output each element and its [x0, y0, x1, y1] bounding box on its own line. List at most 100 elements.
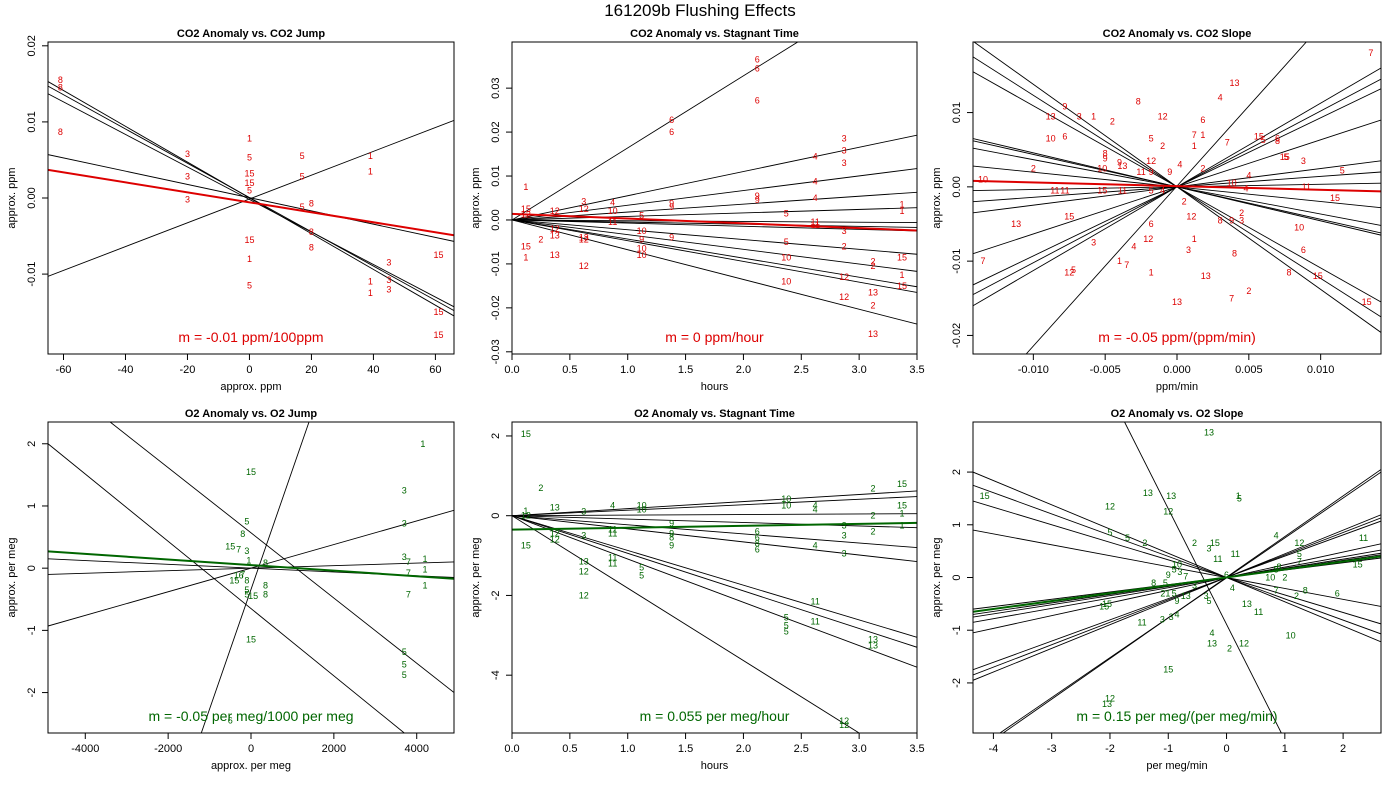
point-label: 4 — [1218, 93, 1223, 103]
point-label: 15 — [244, 178, 254, 188]
point-label: 2 — [1142, 538, 1147, 548]
y-axis-label: approx. ppm — [6, 167, 18, 228]
point-label: 5 — [1125, 533, 1130, 543]
point-label: 12 — [1239, 638, 1249, 648]
y-tick-label: -0.02 — [490, 295, 502, 320]
point-label: 5 — [402, 660, 407, 670]
point-label: 10 — [781, 501, 791, 511]
point-label: 15 — [1362, 297, 1372, 307]
regression-line — [512, 191, 917, 221]
point-label: 8 — [1275, 136, 1280, 146]
x-tick-label: -60 — [56, 364, 72, 376]
x-tick-label: 40 — [367, 364, 379, 376]
point-label: 13 — [1181, 591, 1191, 601]
point-label: 10 — [781, 494, 791, 504]
point-label: 3 — [1301, 156, 1306, 166]
point-label: 5 — [1149, 186, 1154, 196]
y-tick-label: 0.01 — [26, 111, 38, 132]
point-label: 12 — [1158, 111, 1168, 121]
y-tick-label: -0.01 — [951, 249, 963, 274]
point-label: 13 — [579, 233, 589, 243]
y-tick-label: 0.00 — [490, 209, 502, 230]
point-label: 5 — [244, 517, 249, 527]
point-label: 10 — [1046, 134, 1056, 144]
point-label: 8 — [1232, 249, 1237, 259]
point-label: 13 — [1166, 491, 1176, 501]
point-label: 3 — [386, 258, 391, 268]
point-label: 5 — [1274, 565, 1279, 575]
point-label: 13 — [1172, 297, 1182, 307]
y-tick-label: -0.02 — [951, 323, 963, 348]
point-label: 15 — [521, 204, 531, 214]
point-label: 7 — [406, 589, 411, 599]
point-label: 11 — [810, 217, 819, 227]
x-tick-label: 1.5 — [678, 743, 693, 755]
point-label: 13 — [1117, 161, 1127, 171]
point-label: 5 — [639, 563, 644, 573]
x-tick-label: 0.0 — [504, 364, 519, 376]
y-tick-label: 0.02 — [490, 121, 502, 142]
point-label: 15 — [246, 467, 256, 477]
point-label: 6 — [228, 716, 233, 726]
point-label: 1 — [1200, 130, 1205, 140]
point-label: 6 — [755, 63, 760, 73]
point-label: 10 — [1265, 573, 1275, 583]
regression-line — [512, 219, 917, 232]
point-label: 8 — [1103, 148, 1108, 158]
point-label: 9 — [669, 233, 674, 243]
point-label: 3 — [1186, 245, 1191, 255]
plot-area: 6666633344499115121231241011599121313121… — [512, 42, 917, 339]
point-label: 16 — [234, 571, 244, 581]
point-label: 3 — [842, 521, 847, 531]
regression-line — [512, 515, 860, 733]
point-label: 5 — [1284, 152, 1289, 162]
point-label: 6 — [1301, 245, 1306, 255]
y-tick-label: -0.01 — [26, 262, 38, 287]
point-label: 13 — [1207, 638, 1217, 648]
point-label: 1 — [247, 254, 252, 264]
point-label: 11 — [1136, 167, 1145, 177]
x-axis-label: approx. ppm — [220, 381, 281, 393]
point-label: 7 — [1183, 571, 1188, 581]
point-label: 3 — [185, 172, 190, 182]
point-label: 1 — [420, 439, 425, 449]
point-label: 3 — [185, 195, 190, 205]
y-tick-label: 0 — [26, 565, 38, 571]
regression-line — [512, 219, 917, 288]
point-label: 4 — [1274, 530, 1279, 540]
point-label: 5 — [300, 151, 305, 161]
point-label: 4 — [813, 501, 818, 511]
point-label: 13 — [550, 250, 560, 260]
x-tick-label: 2.0 — [736, 743, 751, 755]
point-label: 3 — [842, 549, 847, 559]
point-label: 15 — [225, 541, 235, 551]
point-label: 4 — [813, 193, 818, 203]
regression-line — [973, 471, 1381, 643]
point-label: 11 — [1359, 533, 1368, 543]
point-label: 13 — [579, 557, 589, 567]
point-label: 11 — [1060, 186, 1069, 196]
point-label: 4 — [813, 151, 818, 161]
point-label: 15 — [433, 307, 443, 317]
regression-line — [512, 219, 917, 293]
point-label: 12 — [1105, 501, 1115, 511]
point-label: 5 — [1237, 493, 1242, 503]
point-label: 7 — [1229, 293, 1234, 303]
point-label: 11 — [1118, 186, 1127, 196]
regression-line — [512, 490, 917, 517]
point-label: 3 — [386, 284, 391, 294]
point-label: 10 — [637, 226, 647, 236]
point-label: 1 — [246, 556, 251, 566]
point-label: 5 — [402, 670, 407, 680]
x-tick-label: 1.0 — [620, 743, 635, 755]
point-label: 1 — [422, 581, 427, 591]
regression-line — [512, 515, 917, 648]
point-label: 3 — [402, 485, 407, 495]
point-label: 11 — [1231, 549, 1240, 559]
point-label: 15 — [521, 429, 531, 439]
point-label: 15 — [1097, 186, 1107, 196]
point-label: 2 — [871, 484, 876, 494]
point-label: 5 — [402, 647, 407, 657]
y-tick-label: -2 — [951, 678, 963, 688]
point-label: 9 — [1174, 596, 1179, 606]
